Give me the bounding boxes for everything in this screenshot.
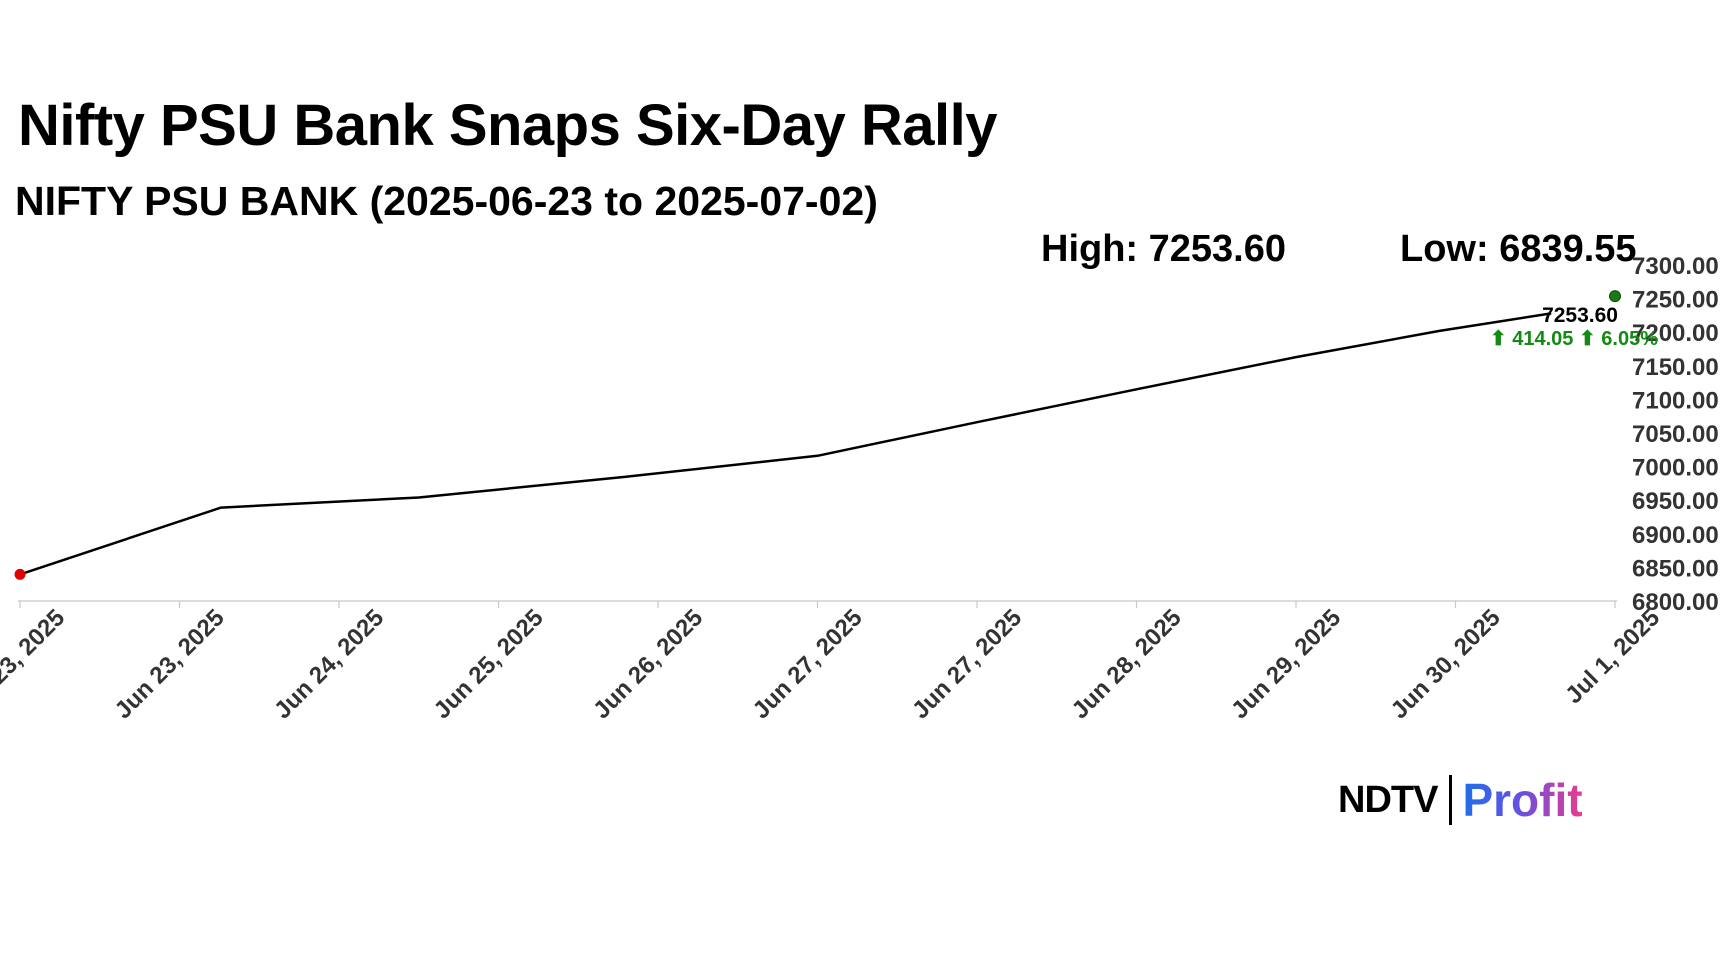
last-value-label: 7253.60 [1542, 304, 1618, 327]
y-tick-label: 7200.00 [1632, 320, 1719, 347]
change-label: ⬆ 414.05 ⬆ 6.05% [1490, 328, 1658, 350]
low-label: Low: 6839.55 [1400, 228, 1637, 270]
high-label: High: 7253.60 [1041, 228, 1286, 270]
y-tick-label: 6800.00 [1632, 589, 1719, 616]
chart-title: Nifty PSU Bank Snaps Six-Day Rally [18, 93, 998, 158]
x-tick-label: Jun 30, 2025 [1386, 604, 1506, 724]
y-tick-label: 6850.00 [1632, 555, 1719, 582]
logo-divider [1449, 775, 1453, 825]
y-tick-label: 6950.00 [1632, 488, 1719, 515]
x-tick-label: Jun 23, 2025 [110, 604, 230, 724]
y-tick-label: 7150.00 [1632, 354, 1719, 381]
logo-ndtv-text: NDTV [1338, 778, 1438, 821]
logo-profit-text: Profit [1462, 774, 1583, 826]
ndtv-profit-logo: NDTV Profit [1338, 770, 1583, 830]
x-tick-label: Jun 28, 2025 [1067, 604, 1187, 724]
x-tick-label: Jun 26, 2025 [588, 604, 708, 724]
x-tick-label: Jun 29, 2025 [1226, 604, 1346, 724]
y-tick-label: 7250.00 [1632, 287, 1719, 314]
y-tick-label: 7300.00 [1632, 253, 1719, 280]
y-tick-label: 7100.00 [1632, 387, 1719, 414]
end-point-marker [1609, 290, 1621, 303]
y-tick-label: 6900.00 [1632, 522, 1719, 549]
x-tick-label: Jun 25, 2025 [429, 604, 549, 724]
x-tick-label: Jun 24, 2025 [269, 604, 389, 724]
x-tick-label: Jun 23, 2025 [0, 604, 70, 724]
x-tick-label: Jul 1, 2025 [1560, 604, 1665, 709]
start-point-marker [14, 568, 26, 580]
x-tick-label: Jun 27, 2025 [907, 604, 1027, 724]
series-line [19, 312, 1552, 576]
y-tick-label: 7050.00 [1632, 421, 1719, 448]
y-tick-label: 7000.00 [1632, 455, 1719, 482]
chart-subtitle: NIFTY PSU BANK (2025-06-23 to 2025-07-02… [15, 178, 878, 224]
x-tick-label: Jun 27, 2025 [748, 604, 868, 724]
